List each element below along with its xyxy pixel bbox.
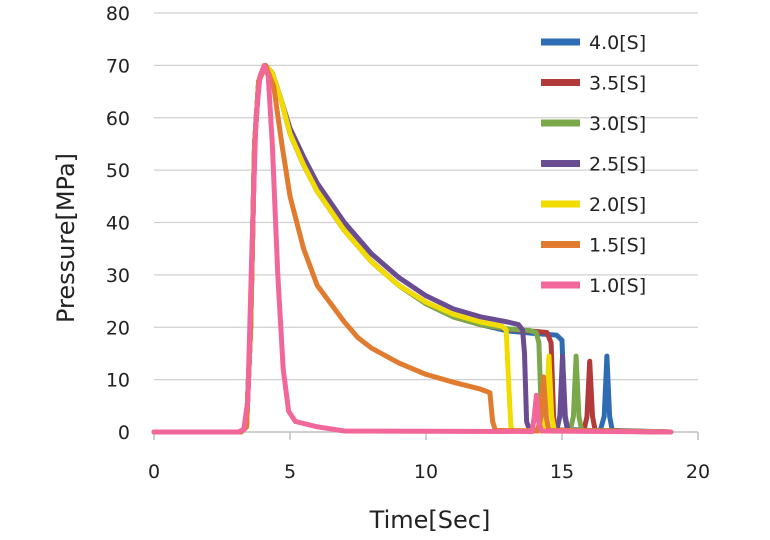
legend-swatch bbox=[541, 38, 580, 46]
x-tick-label: 0 bbox=[148, 461, 160, 483]
y-axis-title: Pressure[MPa] bbox=[52, 153, 80, 323]
y-tick-label: 80 bbox=[106, 3, 130, 25]
legend-swatch bbox=[541, 281, 580, 289]
x-tick-label: 20 bbox=[686, 461, 710, 483]
legend-swatch bbox=[541, 119, 580, 127]
legend-label: 3.0[S] bbox=[589, 113, 646, 135]
legend-swatch bbox=[541, 160, 580, 167]
legend-label: 3.5[S] bbox=[589, 73, 646, 95]
y-tick-label: 30 bbox=[106, 265, 130, 287]
grid-lines bbox=[154, 12, 698, 381]
y-axis-tick-labels: 0 10 20 30 40 50 60 70 80 bbox=[106, 3, 130, 444]
legend-label: 1.0[S] bbox=[589, 275, 646, 297]
x-axis-tick-labels: 0 5 10 15 20 bbox=[148, 461, 710, 483]
legend-label: 4.0[S] bbox=[589, 32, 646, 54]
legend-label: 1.5[S] bbox=[589, 235, 646, 257]
series-layer bbox=[151, 62, 674, 435]
legend-label: 2.0[S] bbox=[589, 194, 646, 216]
y-tick-label: 50 bbox=[106, 160, 130, 182]
legend-swatch bbox=[541, 79, 580, 86]
y-tick-label: 0 bbox=[118, 422, 130, 444]
x-tick-label: 15 bbox=[550, 461, 574, 483]
x-tick-label: 5 bbox=[284, 461, 296, 483]
x-tick-label: 10 bbox=[414, 461, 438, 483]
x-axis-title: Time[Sec] bbox=[369, 506, 491, 534]
legend-label: 2.5[S] bbox=[589, 154, 646, 176]
legend: 4.0[S] 3.5[S] 3.0[S] 2.5[S] 2.0[S] 1.5[S] 1.0[… bbox=[541, 32, 646, 297]
y-tick-label: 40 bbox=[106, 213, 130, 235]
y-tick-label: 20 bbox=[106, 317, 130, 339]
y-tick-label: 70 bbox=[106, 55, 130, 77]
legend-swatch bbox=[541, 200, 580, 208]
legend-swatch bbox=[541, 241, 580, 248]
y-tick-label: 10 bbox=[106, 370, 130, 392]
series-line bbox=[151, 62, 674, 435]
y-tick-label: 60 bbox=[106, 108, 130, 130]
